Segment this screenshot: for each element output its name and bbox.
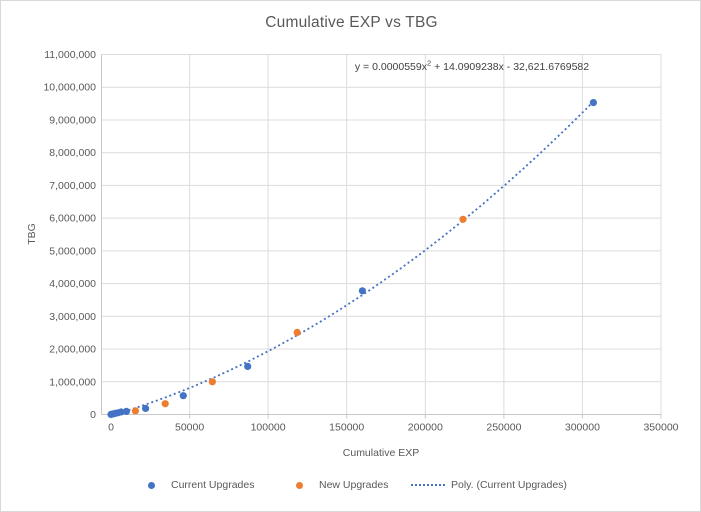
data-point-current-upgrades[interactable] [589, 99, 598, 107]
y-axis-title: TBG [26, 223, 38, 245]
x-tick-label: 300000 [565, 422, 600, 434]
y-tick-label: 3,000,000 [49, 311, 96, 323]
x-axis-title: Cumulative EXP [342, 447, 420, 459]
x-tick-label: 100000 [251, 422, 286, 434]
data-point-current-upgrades[interactable] [122, 407, 130, 415]
trendline-equation[interactable]: y = 0.0000559x2 + 14.0909238x - 32,621.6… [332, 58, 612, 73]
y-tick-label: 1,000,000 [49, 376, 96, 388]
x-tick-label: 200000 [408, 422, 443, 434]
chart-title[interactable]: Cumulative EXP vs TBG [265, 14, 438, 31]
data-point-current-upgrades[interactable] [179, 392, 187, 400]
equation-prefix: y = 0.0000559x [354, 61, 427, 73]
legend-label-current-upgrades: Current Upgrades [171, 479, 255, 491]
new-upgrades-marker-icon [296, 481, 303, 489]
legend-item-trendline[interactable]: Poly. (Current Upgrades) [411, 478, 567, 492]
trendline-sample-icon [411, 484, 445, 486]
x-tick-label: 150000 [329, 422, 364, 434]
y-tick-label: 0 [90, 409, 96, 421]
data-point-new-upgrades[interactable] [131, 407, 139, 415]
y-tick-label: 8,000,000 [49, 147, 96, 159]
data-point-current-upgrades[interactable] [358, 287, 366, 295]
trendline[interactable] [114, 100, 595, 416]
equation-suffix: + 14.0909238x - 32,621.6769582 [431, 61, 590, 73]
x-tick-label: 0 [108, 422, 114, 434]
legend-item-current-upgrades[interactable]: Current Upgrades [148, 478, 254, 492]
data-point-new-upgrades[interactable] [208, 378, 216, 386]
y-tick-label: 5,000,000 [49, 245, 96, 257]
y-tick-label: 9,000,000 [49, 115, 96, 127]
data-point-current-upgrades[interactable] [142, 404, 150, 412]
data-point-current-upgrades[interactable] [117, 408, 125, 416]
x-tick-label: 50000 [175, 422, 204, 434]
y-tick-label: 7,000,000 [49, 180, 96, 192]
y-tick-label: 11,000,000 [44, 49, 96, 61]
legend-label-trendline: Poly. (Current Upgrades) [451, 479, 567, 491]
data-point-new-upgrades[interactable] [161, 400, 169, 408]
data-point-new-upgrades[interactable] [459, 215, 467, 223]
y-tick-label: 4,000,000 [49, 278, 96, 290]
equation-superscript: 2 [427, 58, 432, 68]
y-tick-label: 10,000,000 [43, 82, 96, 94]
y-tick-label: 6,000,000 [49, 213, 96, 225]
data-point-current-upgrades[interactable] [244, 362, 252, 370]
x-tick-label: 250000 [486, 422, 521, 434]
legend-item-new-upgrades[interactable]: New Upgrades [296, 478, 388, 492]
data-point-new-upgrades[interactable] [293, 328, 301, 336]
y-tick-label: 2,000,000 [49, 344, 96, 356]
legend-label-new-upgrades: New Upgrades [319, 479, 389, 491]
current-upgrades-marker-icon [148, 481, 155, 489]
x-tick-label: 350000 [643, 422, 678, 434]
